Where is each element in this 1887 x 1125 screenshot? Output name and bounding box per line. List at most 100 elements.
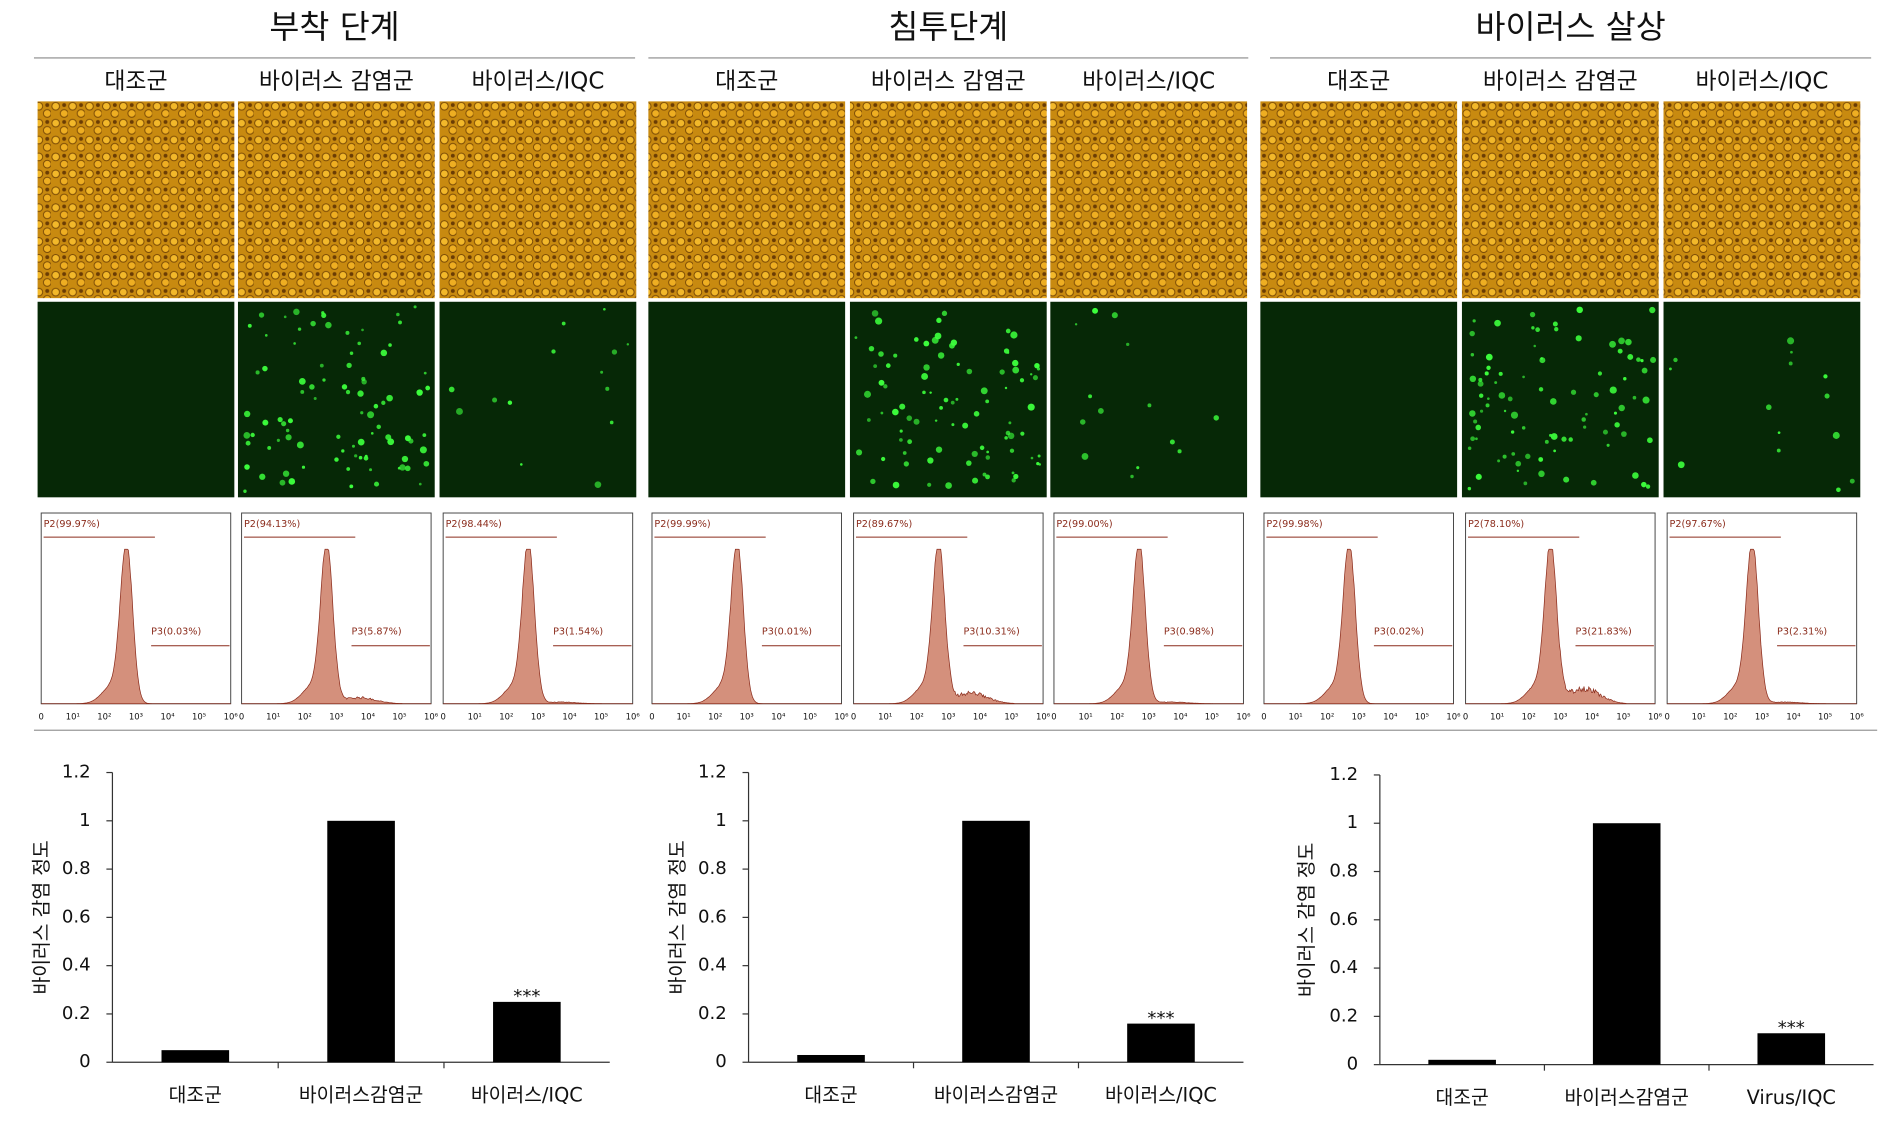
- fluorescent-dot: [408, 438, 414, 444]
- fluorescent-dot: [1037, 454, 1041, 458]
- fluorescent-dot: [267, 445, 272, 450]
- fluorescent-dot: [1511, 452, 1516, 456]
- fluorescent-dot: [1583, 425, 1587, 429]
- fluorescent-dot: [423, 460, 430, 467]
- fluorescent-dot: [1130, 474, 1134, 479]
- fluorescent-dot: [892, 408, 899, 416]
- fluorescent-dot: [336, 434, 341, 439]
- fluorescent-dot: [322, 378, 326, 382]
- fluorescent-dot: [1470, 436, 1476, 442]
- gate-p3-label: P3(0.02%): [1374, 626, 1424, 637]
- bar: [797, 1054, 865, 1063]
- flow-tick-label: 10⁵: [1818, 712, 1832, 722]
- fluorescent-dot: [1467, 486, 1472, 491]
- fluorescent-dot: [1032, 375, 1038, 381]
- fluorescent-dot: [1136, 466, 1140, 470]
- fluorescent-dot: [1523, 481, 1528, 486]
- fluorescent-dot: [1472, 319, 1476, 323]
- fluorescent-dot: [1645, 484, 1651, 489]
- fluorescent-dot: [551, 349, 556, 354]
- fluorescent-dot: [297, 327, 302, 331]
- fluorescent-dot: [936, 317, 942, 324]
- fluorescent-dot: [1169, 439, 1175, 445]
- flow-tick-label: 0: [1463, 712, 1468, 722]
- flow-tick-label: 10⁴: [160, 712, 175, 722]
- brightfield-image: [1260, 101, 1458, 299]
- fluorescent-dot: [1502, 454, 1507, 459]
- x-tick-label: 바이러스/IQC: [1105, 1084, 1217, 1107]
- fluorescent-dot: [1473, 419, 1478, 424]
- fluorescent-dot: [301, 465, 306, 469]
- y-tick-label: 1: [79, 810, 91, 831]
- flow-tick-label: 0: [1664, 712, 1669, 722]
- fluorescent-dot: [398, 320, 402, 325]
- fluorescent-dot: [1535, 327, 1540, 333]
- fluorescent-dot: [1486, 365, 1491, 371]
- fluorescent-dot: [883, 384, 888, 389]
- flow-tick-label: 10²: [910, 712, 924, 722]
- flow-tick-label: 10³: [531, 712, 545, 722]
- column-label: 대조군: [715, 69, 778, 95]
- column-label: 바이러스/IQC: [471, 69, 604, 95]
- fluorescent-dot: [1111, 312, 1118, 319]
- brightfield-image: [1050, 101, 1248, 299]
- flow-tick-label: 10⁴: [1173, 712, 1188, 722]
- fluorescent-dot: [985, 474, 990, 480]
- y-tick-label: 0.8: [698, 858, 727, 879]
- flow-tick-label: 0: [851, 712, 856, 722]
- fluorescent-dot: [258, 312, 265, 318]
- flow-tick-label: 10²: [1320, 712, 1334, 722]
- fluorescent-dot: [1669, 367, 1672, 371]
- flow-tick-label: 10¹: [1078, 712, 1092, 722]
- flow-tick-label: 10⁶: [626, 712, 641, 722]
- fluorescence-image: [439, 301, 637, 498]
- flow-tick-label: 10⁴: [562, 712, 577, 722]
- x-tick-label: Virus/IQC: [1747, 1086, 1836, 1109]
- flow-tick-label: 0: [1051, 712, 1056, 722]
- flow-tick-label: 10⁶: [1850, 712, 1865, 722]
- fluorescent-dot: [1568, 437, 1573, 442]
- fluorescent-dot: [885, 363, 891, 368]
- fluorescent-dot: [1554, 327, 1559, 332]
- significance: ***: [1778, 1017, 1805, 1038]
- flow-histogram: [853, 548, 1044, 705]
- flow-tick-label: 10³: [129, 712, 143, 722]
- fluorescent-dot: [1012, 366, 1020, 374]
- fluorescent-dot: [1609, 386, 1617, 394]
- flow-tick-label: 0: [440, 712, 445, 722]
- fluorescent-dot: [373, 403, 379, 409]
- gate-p3-label: P3(2.31%): [1777, 626, 1827, 637]
- fluorescent-dot: [345, 330, 350, 335]
- fluorescent-dot: [1563, 476, 1570, 483]
- y-tick-label: 0: [79, 1051, 91, 1072]
- fluorescent-dot: [1507, 396, 1513, 402]
- fluorescent-dot: [341, 384, 348, 390]
- flow-tick-label: 10⁵: [1616, 712, 1630, 722]
- bar: [1757, 1033, 1826, 1065]
- fluorescent-dot: [973, 411, 980, 417]
- fluorescent-dot: [1618, 337, 1625, 345]
- flow-tick-label: 0: [649, 712, 654, 722]
- fluorescent-dot: [361, 328, 364, 332]
- fluorescent-dot: [380, 349, 388, 357]
- fluorescent-dot: [899, 403, 906, 410]
- fluorescent-dot: [1788, 361, 1793, 366]
- flow-histogram: [443, 548, 633, 705]
- fluorescent-dot: [1522, 375, 1525, 379]
- bar: [1592, 823, 1661, 1065]
- flow-tick-label: 10²: [298, 712, 312, 722]
- flow-tick-label: 10⁴: [771, 712, 786, 722]
- flow-histogram: [651, 548, 842, 705]
- fluorescent-dot: [1498, 371, 1503, 376]
- flow-tick-label: 10¹: [66, 712, 80, 722]
- brightfield-image: [37, 101, 235, 299]
- y-axis-title: 바이러스 감염 정도: [666, 840, 689, 994]
- fluorescent-dot: [367, 411, 375, 419]
- fluorescent-dot: [1777, 431, 1781, 434]
- fluorescent-dot: [262, 365, 268, 372]
- fluorescent-dot: [1029, 373, 1033, 376]
- fluorescent-dot: [870, 478, 876, 485]
- fluorescent-dot: [892, 481, 900, 489]
- fluorescent-dot: [1013, 473, 1019, 480]
- fluorescent-dot: [985, 455, 991, 460]
